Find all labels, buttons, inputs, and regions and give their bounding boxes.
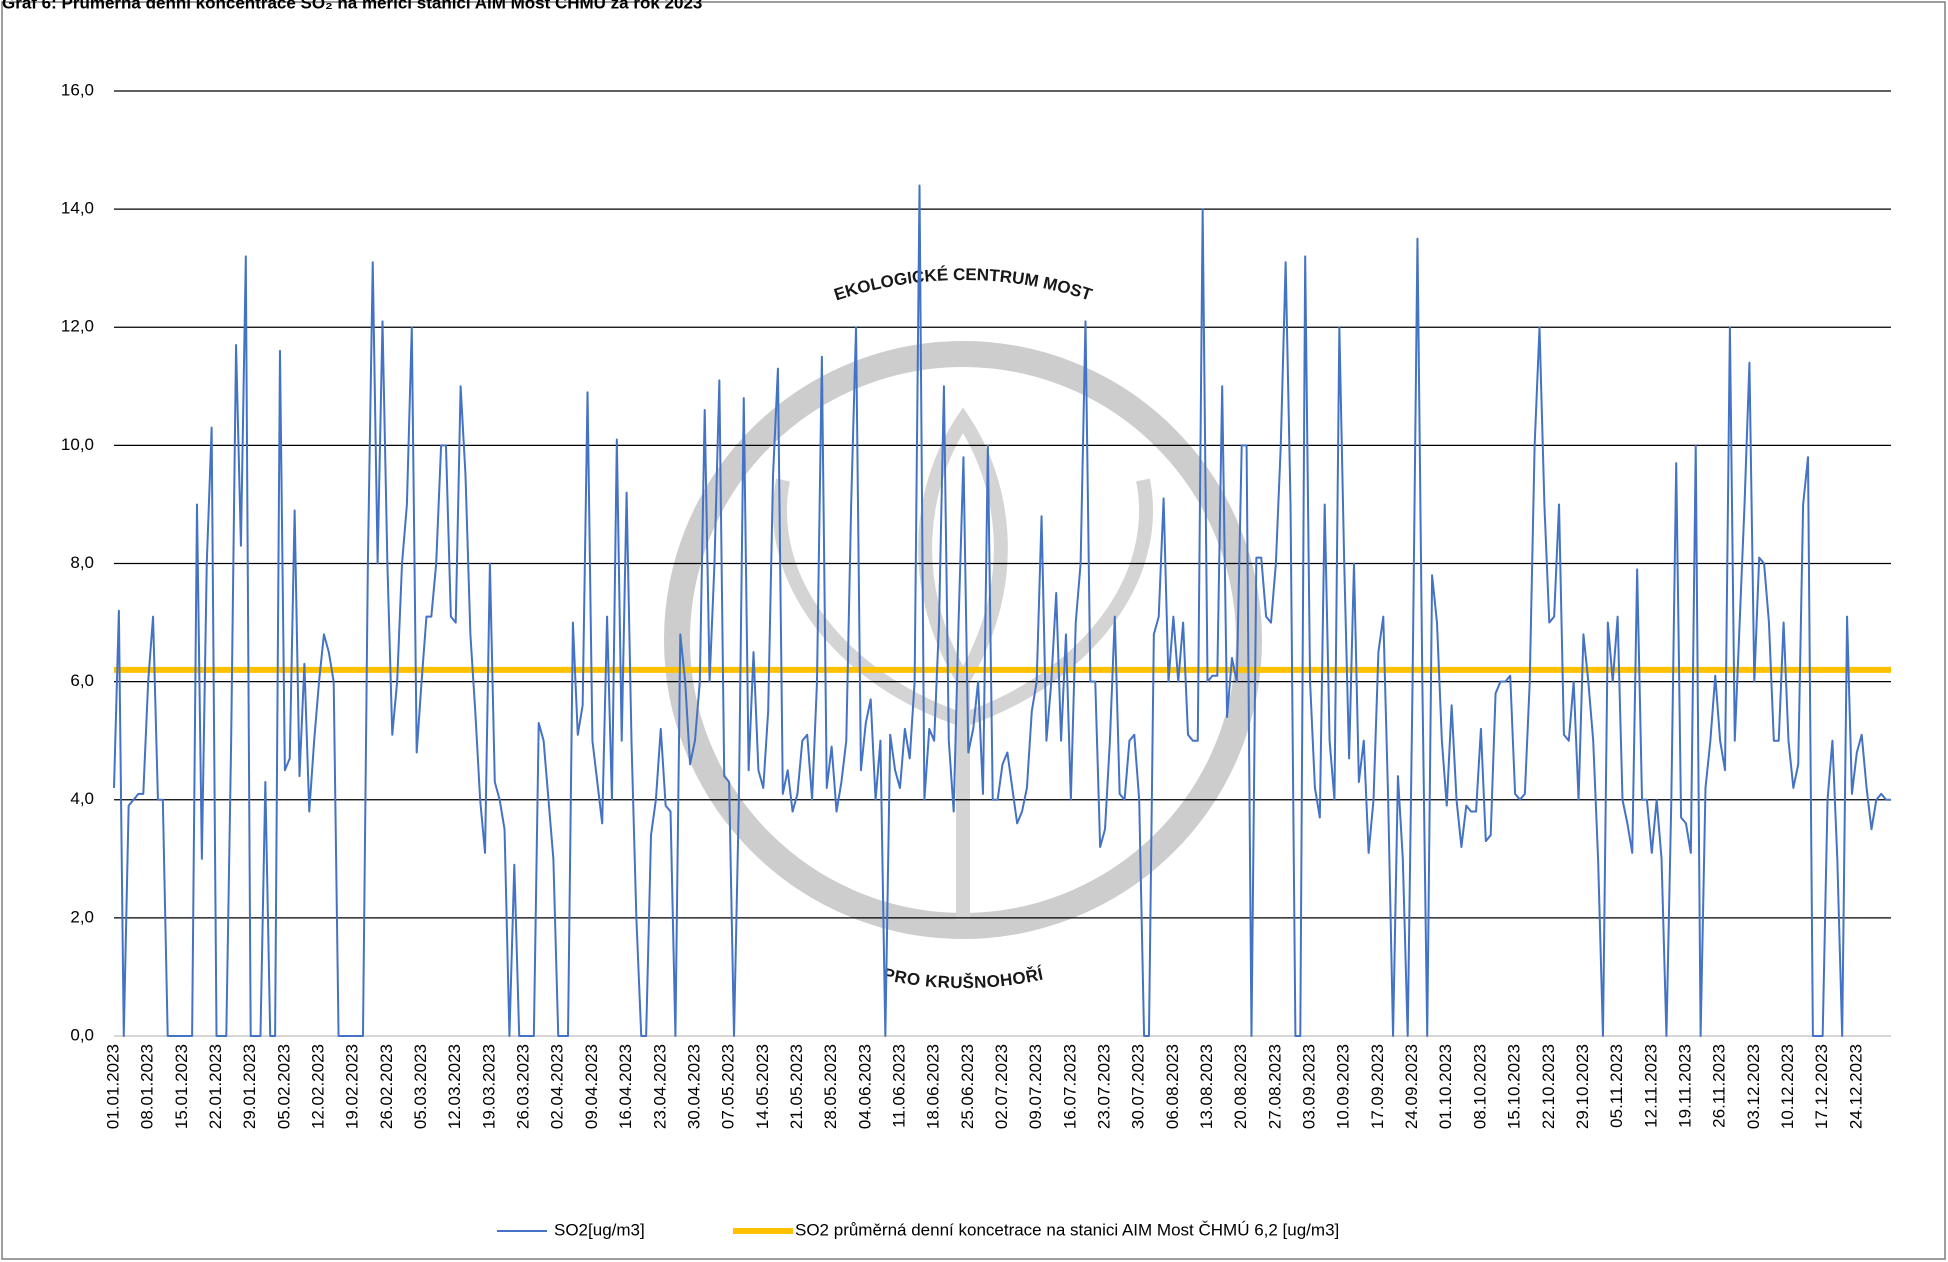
x-tick-label: 12.03.2023 xyxy=(445,1044,464,1129)
x-tick-label: 04.06.2023 xyxy=(855,1044,874,1129)
y-tick-label: 12,0 xyxy=(61,317,94,336)
x-tick-label: 03.09.2023 xyxy=(1300,1044,1319,1129)
x-tick-label: 26.03.2023 xyxy=(514,1044,533,1129)
x-tick-label: 16.07.2023 xyxy=(1060,1044,1079,1129)
x-tick-label: 08.01.2023 xyxy=(138,1044,157,1129)
y-tick-label: 8,0 xyxy=(70,553,94,572)
legend-label: SO2 průměrná denní koncetrace na stanici… xyxy=(795,1220,1339,1239)
x-tick-label: 23.04.2023 xyxy=(650,1044,669,1129)
x-tick-label: 26.11.2023 xyxy=(1710,1044,1729,1128)
x-tick-label: 24.12.2023 xyxy=(1846,1044,1865,1129)
x-tick-label: 19.03.2023 xyxy=(479,1044,498,1129)
x-tick-label: 25.06.2023 xyxy=(958,1044,977,1129)
y-tick-label: 2,0 xyxy=(70,907,94,926)
x-tick-label: 29.10.2023 xyxy=(1573,1044,1592,1129)
x-tick-label: 03.12.2023 xyxy=(1744,1044,1763,1129)
x-tick-label: 07.05.2023 xyxy=(719,1044,738,1129)
y-tick-label: 4,0 xyxy=(70,789,94,808)
x-tick-label: 10.12.2023 xyxy=(1778,1044,1797,1129)
x-tick-label: 09.07.2023 xyxy=(1026,1044,1045,1129)
x-tick-label: 15.10.2023 xyxy=(1505,1044,1524,1129)
x-tick-label: 18.06.2023 xyxy=(924,1044,943,1129)
x-tick-label: 28.05.2023 xyxy=(821,1044,840,1129)
x-tick-label: 01.01.2023 xyxy=(103,1044,122,1129)
x-tick-label: 30.04.2023 xyxy=(684,1044,703,1129)
x-tick-label: 01.10.2023 xyxy=(1436,1044,1455,1129)
x-tick-label: 12.11.2023 xyxy=(1641,1044,1660,1128)
x-tick-label: 15.01.2023 xyxy=(172,1044,191,1129)
x-tick-label: 26.02.2023 xyxy=(377,1044,396,1129)
x-tick-label: 22.10.2023 xyxy=(1539,1044,1558,1129)
x-tick-label: 17.09.2023 xyxy=(1368,1044,1387,1129)
x-tick-label: 23.07.2023 xyxy=(1095,1044,1114,1129)
x-tick-label: 06.08.2023 xyxy=(1163,1044,1182,1129)
x-tick-label: 05.11.2023 xyxy=(1607,1044,1626,1128)
x-tick-label: 24.09.2023 xyxy=(1402,1044,1421,1129)
x-tick-label: 30.07.2023 xyxy=(1129,1044,1148,1129)
x-tick-label: 08.10.2023 xyxy=(1470,1044,1489,1129)
series-line xyxy=(113,184,1891,1037)
x-tick-label: 02.04.2023 xyxy=(548,1044,567,1129)
legend-label: SO2[ug/m3] xyxy=(554,1220,645,1239)
x-tick-label: 14.05.2023 xyxy=(753,1044,772,1129)
x-tick-label: 27.08.2023 xyxy=(1265,1044,1284,1129)
chart-title: Graf 6: Průměrná denní koncentrace SO₂ n… xyxy=(2,0,702,12)
x-tick-label: 22.01.2023 xyxy=(206,1044,225,1129)
x-tick-label: 10.09.2023 xyxy=(1334,1044,1353,1129)
x-tick-label: 05.03.2023 xyxy=(411,1044,430,1129)
x-tick-label: 16.04.2023 xyxy=(616,1044,635,1129)
x-tick-label: 21.05.2023 xyxy=(787,1044,806,1129)
x-tick-label: 29.01.2023 xyxy=(240,1044,259,1129)
y-tick-label: 16,0 xyxy=(61,80,94,99)
x-tick-label: 17.12.2023 xyxy=(1812,1044,1831,1129)
x-tick-label: 02.07.2023 xyxy=(992,1044,1011,1129)
y-tick-label: 14,0 xyxy=(61,199,94,218)
y-tick-label: 10,0 xyxy=(61,435,94,454)
x-tick-label: 13.08.2023 xyxy=(1197,1044,1216,1129)
x-tick-label: 19.11.2023 xyxy=(1675,1044,1694,1128)
x-tick-label: 11.06.2023 xyxy=(889,1044,908,1128)
x-tick-label: 20.08.2023 xyxy=(1231,1044,1250,1129)
x-tick-label: 12.02.2023 xyxy=(309,1044,328,1129)
x-tick-label: 09.04.2023 xyxy=(582,1044,601,1129)
x-tick-label: 19.02.2023 xyxy=(343,1044,362,1129)
y-tick-label: 6,0 xyxy=(70,671,94,690)
x-tick-label: 05.02.2023 xyxy=(274,1044,293,1129)
y-tick-label: 0,0 xyxy=(70,1025,94,1044)
